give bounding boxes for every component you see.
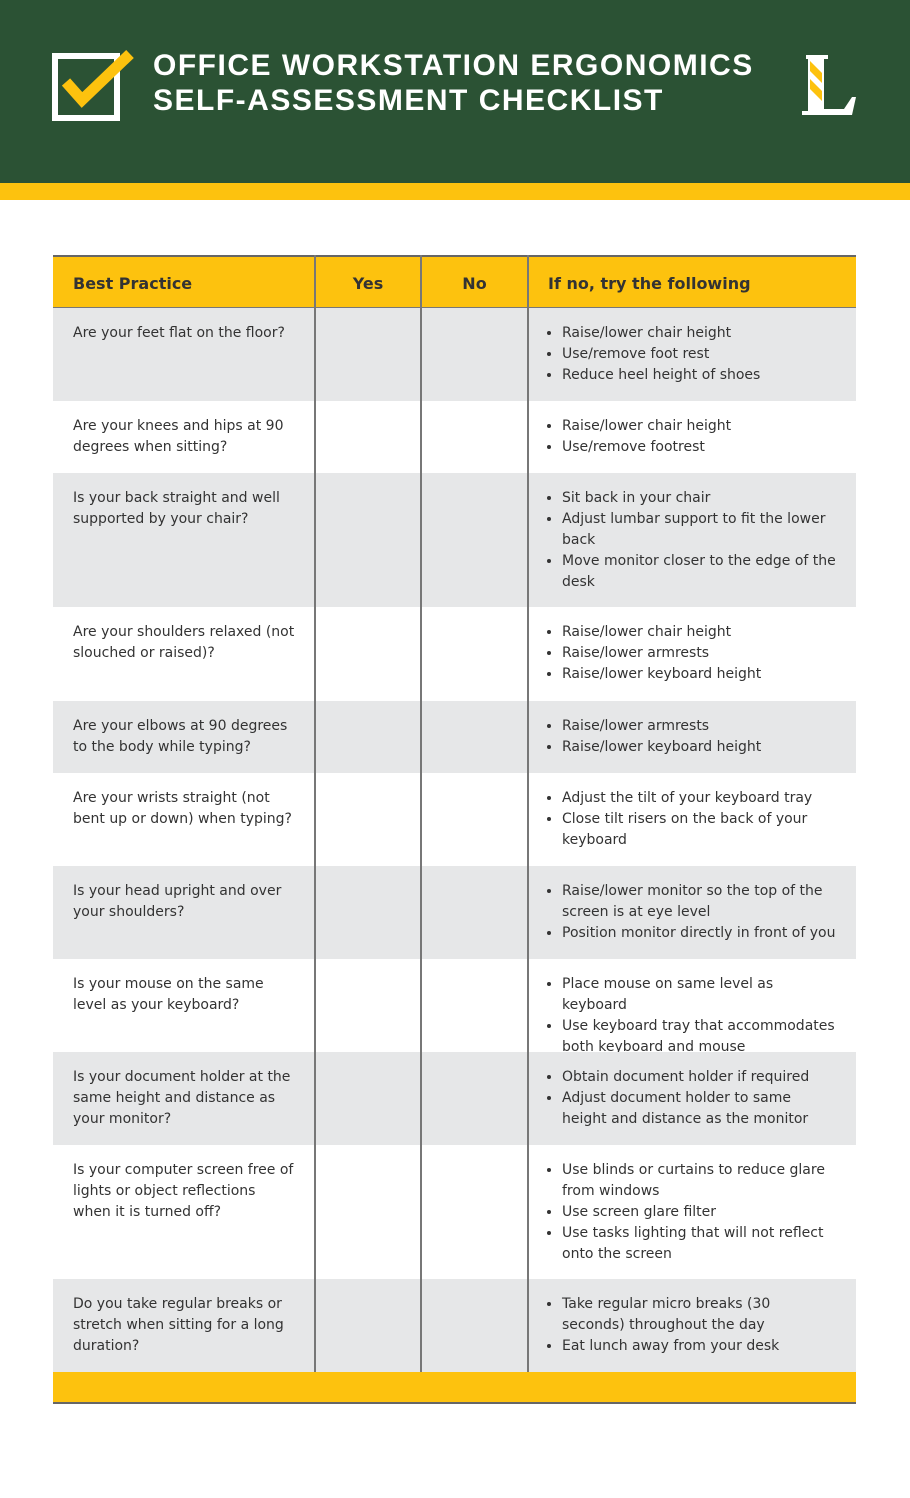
- suggestion: Use tasks lighting that will not reflect…: [562, 1223, 836, 1265]
- suggestion: Use/remove footrest: [562, 437, 836, 458]
- table-row: Are your wrists straight (not bent up or…: [53, 773, 856, 866]
- suggestion: Take regular micro breaks (30 seconds) t…: [562, 1294, 836, 1336]
- question: Is your document holder at the same heig…: [73, 1069, 291, 1127]
- suggestion: Use/remove foot rest: [562, 344, 836, 365]
- table-row: Are your elbows at 90 degrees to the bod…: [53, 701, 856, 773]
- title-line: OFFICE WORKSTATION ERGONOMICS: [153, 49, 754, 82]
- table-row: Is your mouse on the same level as your …: [53, 959, 856, 1055]
- column-divider: [314, 255, 316, 1372]
- suggestion-list: Sit back in your chairAdjust lumbar supp…: [528, 473, 856, 607]
- header-bar: OFFICE WORKSTATION ERGONOMICS SELF-ASSESS…: [0, 0, 910, 183]
- suggestion: Raise/lower keyboard height: [562, 664, 836, 685]
- suggestion: Close tilt risers on the back of your ke…: [562, 809, 836, 851]
- table-row: Are your shoulders relaxed (not slouched…: [53, 607, 856, 701]
- table-footer: [53, 1372, 856, 1404]
- question: Are your feet flat on the floor?: [73, 325, 285, 341]
- table-row: Are your knees and hips at 90 degrees wh…: [53, 401, 856, 473]
- suggestion: Use screen glare filter: [562, 1202, 836, 1223]
- suggestion: Sit back in your chair: [562, 488, 836, 509]
- question: Is your head upright and over your shoul…: [73, 883, 282, 920]
- checkbox-icon: [52, 50, 134, 121]
- suggestion: Obtain document holder if required: [562, 1067, 836, 1088]
- column-divider: [420, 255, 422, 1372]
- question: Is your back straight and well supported…: [73, 490, 280, 527]
- suggestion: Raise/lower armrests: [562, 716, 836, 737]
- table-row: Is your document holder at the same heig…: [53, 1052, 856, 1145]
- table-row: Do you take regular breaks or stretch wh…: [53, 1279, 856, 1372]
- title-line: SELF-ASSESSMENT CHECKLIST: [153, 84, 664, 117]
- suggestion-list: Place mouse on same level as keyboardUse…: [528, 959, 856, 1055]
- suggestion-list: Adjust the tilt of your keyboard trayClo…: [528, 773, 856, 866]
- column-divider: [527, 255, 529, 1372]
- suggestion-list: Raise/lower armrestsRaise/lower keyboard…: [528, 701, 856, 773]
- header-title: OFFICE WORKSTATION ERGONOMICS SELF-ASSESS…: [153, 48, 754, 118]
- suggestion: Raise/lower monitor so the top of the sc…: [562, 881, 836, 923]
- question: Are your elbows at 90 degrees to the bod…: [73, 718, 288, 755]
- header-divider: [53, 307, 856, 308]
- suggestion: Adjust lumbar support to fit the lower b…: [562, 509, 836, 551]
- suggestion: Raise/lower keyboard height: [562, 737, 836, 758]
- question: Is your computer screen free of lights o…: [73, 1162, 294, 1220]
- column-header: If no, try the following: [548, 274, 751, 293]
- header-row: Best Practice Yes No If no, try the followi…: [53, 255, 856, 310]
- suggestion: Reduce heel height of shoes: [562, 365, 836, 386]
- table-row: Is your computer screen free of lights o…: [53, 1145, 856, 1279]
- question: Are your knees and hips at 90 degrees wh…: [73, 418, 284, 455]
- suggestion: Raise/lower chair height: [562, 323, 836, 344]
- suggestion: Move monitor closer to the edge of the d…: [562, 551, 836, 593]
- table-row: Is your back straight and well supported…: [53, 473, 856, 607]
- suggestion-list: Take regular micro breaks (30 seconds) t…: [528, 1279, 856, 1372]
- table-row: Is your head upright and over your shoul…: [53, 866, 856, 959]
- column-header: Yes: [352, 274, 384, 293]
- suggestion: Use keyboard tray that accommodates both…: [562, 1016, 836, 1058]
- question: Is your mouse on the same level as your …: [73, 976, 264, 1013]
- suggestion-list: Use blinds or curtains to reduce glare f…: [528, 1145, 856, 1279]
- suggestion: Adjust document holder to same height an…: [562, 1088, 836, 1130]
- suggestion: Raise/lower chair height: [562, 622, 836, 643]
- suggestion: Eat lunch away from your desk: [562, 1336, 836, 1357]
- suggestion-list: Raise/lower chair heightUse/remove footr…: [528, 401, 856, 473]
- suggestion-list: Raise/lower chair heightUse/remove foot …: [528, 308, 856, 401]
- suggestion-list: Raise/lower chair heightRaise/lower armr…: [528, 607, 856, 701]
- suggestion: Use blinds or curtains to reduce glare f…: [562, 1160, 836, 1202]
- suggestion: Raise/lower armrests: [562, 643, 836, 664]
- column-header: Best Practice: [73, 274, 193, 293]
- column-header: No: [462, 274, 487, 293]
- table-row: Are your feet flat on the floor? Raise/lo…: [53, 308, 856, 401]
- suggestion: Adjust the tilt of your keyboard tray: [562, 788, 836, 809]
- suggestion: Raise/lower chair height: [562, 416, 836, 437]
- logo: [802, 55, 856, 115]
- question: Do you take regular breaks or stretch wh…: [73, 1296, 284, 1354]
- suggestion: Place mouse on same level as keyboard: [562, 974, 836, 1016]
- question: Are your wrists straight (not bent up or…: [73, 790, 292, 827]
- question: Are your shoulders relaxed (not slouched…: [73, 624, 295, 661]
- suggestion-list: Obtain document holder if requiredAdjust…: [528, 1052, 856, 1145]
- accent-stripe: [0, 183, 910, 200]
- suggestion-list: Raise/lower monitor so the top of the sc…: [528, 866, 856, 959]
- suggestion: Position monitor directly in front of yo…: [562, 923, 836, 944]
